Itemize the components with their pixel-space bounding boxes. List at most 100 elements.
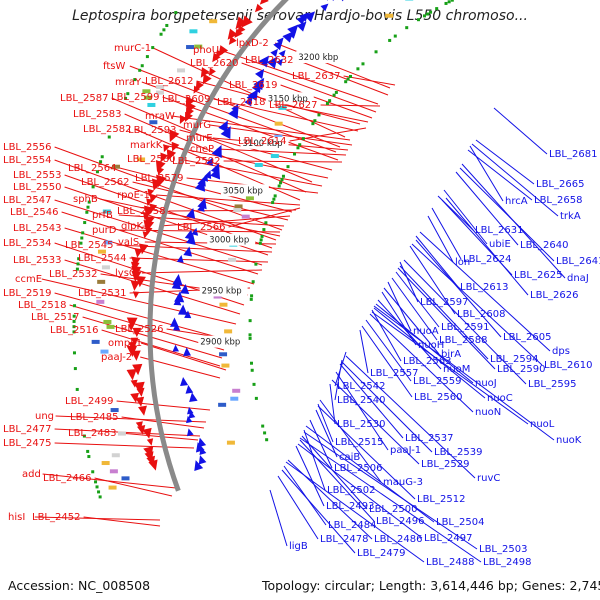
- gene-arrow: [136, 387, 145, 397]
- gene-arrow: [211, 144, 222, 159]
- track-marker: [75, 387, 79, 391]
- track-marker: [86, 449, 90, 453]
- gene-arrow: [177, 304, 188, 315]
- track-marker: [124, 96, 128, 100]
- kbp-ticks: 3200 kbp 3150 kbp 3100 kbp 3050 kbp 3000 kbp…: [198, 51, 345, 348]
- track-marker: [254, 262, 258, 266]
- feature-block: [177, 68, 186, 73]
- gene-arrow: [130, 337, 139, 346]
- feature-block: [147, 102, 156, 107]
- gene-label: nuoL: [530, 419, 555, 430]
- gene-label: LBL_2580: [127, 154, 175, 165]
- track-marker: [95, 170, 99, 174]
- track-marker: [361, 62, 365, 66]
- leader-line: [431, 207, 462, 260]
- gene-label: mraW: [145, 111, 175, 122]
- gene-label: LBL_2640: [520, 240, 568, 251]
- track-marker: [328, 99, 332, 103]
- track-marker: [293, 152, 297, 156]
- leader-line: [383, 287, 440, 355]
- track-marker: [286, 165, 290, 169]
- gene-arrow: [258, 55, 270, 68]
- gene-label: purD: [92, 225, 117, 236]
- gene-arrow: [183, 246, 193, 257]
- leader-line: [121, 416, 205, 429]
- gene-label: LBL_2452: [32, 512, 80, 523]
- leader-line: [467, 149, 533, 201]
- gene-label: LBL_2595: [528, 379, 576, 390]
- feature-block: [274, 121, 283, 126]
- leader-line: [269, 489, 288, 547]
- track-marker: [82, 434, 86, 438]
- tick-label-bg: [265, 92, 314, 105]
- track-marker: [83, 221, 87, 225]
- gene-arrow: [278, 50, 286, 58]
- leader-line: [301, 435, 368, 510]
- gene-arrow: [134, 247, 143, 258]
- feature-block: [245, 196, 254, 201]
- gene-label: LBL_2479: [357, 548, 405, 559]
- gene-arrow: [142, 211, 150, 220]
- leader-line: [119, 167, 293, 213]
- gene-label: LBL_2609: [162, 94, 210, 105]
- gene-label: LBL_2486: [374, 534, 422, 545]
- gene-label: nuoJ: [475, 378, 497, 389]
- track-marker: [81, 231, 85, 235]
- track-marker: [162, 28, 166, 32]
- feature-tracks: [72, 0, 454, 499]
- leader-line: [296, 59, 389, 96]
- gene-arrow: [138, 405, 147, 416]
- leader-line: [140, 342, 227, 371]
- gene-label: LBL_2560: [414, 392, 462, 403]
- feature-block: [97, 249, 106, 254]
- track-marker: [334, 90, 338, 94]
- gene-label: nuoH: [418, 340, 444, 351]
- gene-label: LBL_2624: [463, 254, 511, 265]
- leader-line: [83, 516, 161, 527]
- track-marker: [356, 67, 360, 71]
- gene-label: mraY: [115, 77, 142, 88]
- gene-label: LBL_2466: [43, 473, 91, 484]
- gene-arrow: [183, 347, 192, 356]
- feature-block: [405, 0, 414, 1]
- tick-label: 3050 kbp: [223, 186, 263, 196]
- gene-arrow: [130, 280, 140, 291]
- leader-line: [419, 231, 551, 352]
- gene-label: LBL_2532: [49, 269, 97, 280]
- feature-block: [213, 294, 222, 299]
- gene-arrow: [247, 89, 259, 102]
- gene-arrow: [180, 376, 189, 387]
- track-marker: [405, 26, 409, 30]
- track-marker: [263, 431, 267, 435]
- track-marker: [273, 194, 277, 198]
- gene-label: paaJ-1: [390, 445, 421, 456]
- gene-label: LBL_2587: [60, 93, 108, 104]
- gene-arrow: [166, 149, 177, 161]
- track-marker: [91, 185, 95, 189]
- gene-label: LBL_2545: [65, 240, 113, 251]
- tick-label-bg: [240, 136, 289, 149]
- track-marker: [72, 351, 76, 355]
- leader-line: [427, 215, 454, 263]
- gene-label: lon: [455, 257, 470, 268]
- leader-line: [369, 313, 474, 413]
- feature-block: [241, 214, 250, 219]
- feature-block: [234, 204, 243, 209]
- gene-label: LBL_2554: [3, 155, 51, 166]
- feature-block: [101, 265, 110, 270]
- gene-label: LBL_2483: [68, 428, 116, 439]
- gene-label: LBL_2540: [337, 395, 385, 406]
- gene-arrow: [157, 166, 165, 176]
- gene-arrow: [133, 381, 145, 395]
- gene-arrow: [320, 3, 329, 12]
- leader-line: [315, 409, 338, 458]
- gene-label: ung: [35, 411, 54, 422]
- gene-label: LBL_2579: [135, 173, 183, 184]
- tick-label-bg: [199, 284, 248, 297]
- gene-label: LBL_2553: [13, 170, 61, 181]
- track-marker: [75, 267, 79, 271]
- leader-line: [377, 299, 442, 370]
- feature-block: [219, 352, 228, 357]
- track-marker: [140, 64, 144, 68]
- track-marker: [77, 257, 81, 261]
